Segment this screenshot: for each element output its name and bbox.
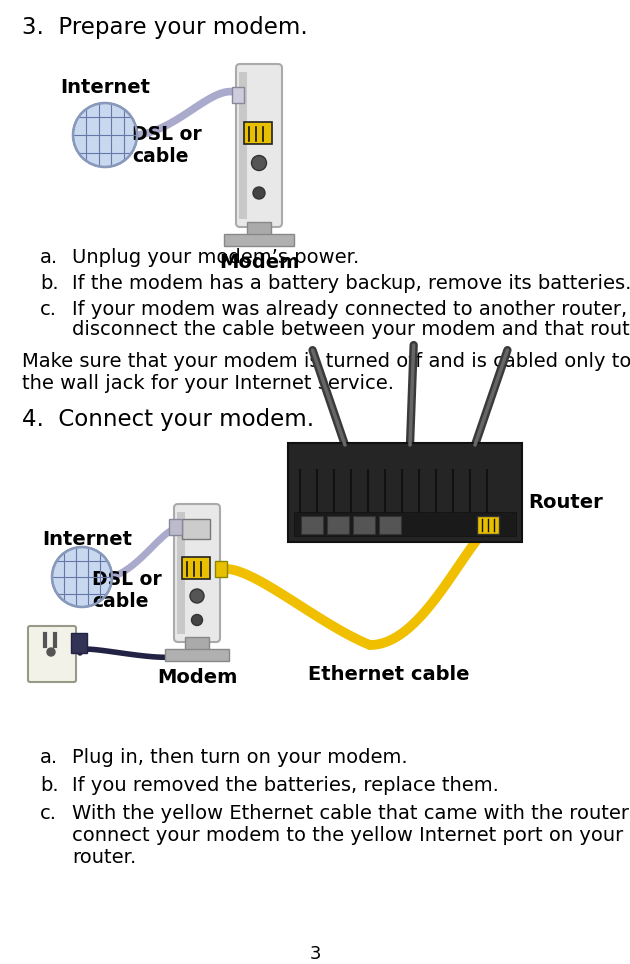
FancyBboxPatch shape [182,557,210,579]
Circle shape [190,589,204,603]
Text: 4.  Connect your modem.: 4. Connect your modem. [22,408,314,431]
FancyBboxPatch shape [224,234,294,246]
Text: a.: a. [40,748,58,767]
Circle shape [253,187,265,199]
FancyBboxPatch shape [294,512,516,536]
Text: router.: router. [72,848,136,867]
FancyBboxPatch shape [169,519,182,535]
FancyBboxPatch shape [288,443,522,542]
FancyBboxPatch shape [182,519,210,539]
Text: disconnect the cable between your modem and that router.: disconnect the cable between your modem … [72,320,630,339]
FancyBboxPatch shape [353,516,375,534]
Text: With the yellow Ethernet cable that came with the router,: With the yellow Ethernet cable that came… [72,804,630,823]
Text: c.: c. [40,804,57,823]
Text: DSL or
cable: DSL or cable [92,570,162,611]
FancyBboxPatch shape [185,637,209,652]
Text: Modem: Modem [157,668,237,687]
Text: 3: 3 [309,945,321,963]
FancyBboxPatch shape [177,512,185,634]
Text: Ethernet cable: Ethernet cable [308,665,469,684]
Text: If the modem has a battery backup, remove its batteries.: If the modem has a battery backup, remov… [72,274,630,293]
FancyBboxPatch shape [477,516,499,534]
Text: the wall jack for your Internet service.: the wall jack for your Internet service. [22,374,394,393]
FancyBboxPatch shape [71,633,87,653]
Text: Modem: Modem [219,253,299,272]
Text: DSL or
cable: DSL or cable [132,125,202,166]
Text: c.: c. [40,300,57,319]
FancyBboxPatch shape [174,504,220,642]
FancyBboxPatch shape [232,87,244,103]
Text: Plug in, then turn on your modem.: Plug in, then turn on your modem. [72,748,408,767]
FancyBboxPatch shape [28,626,76,682]
FancyBboxPatch shape [215,561,227,577]
FancyBboxPatch shape [244,122,272,144]
Text: Router: Router [528,493,603,512]
Circle shape [73,103,137,167]
Circle shape [251,155,266,171]
Text: b.: b. [40,274,59,293]
Circle shape [52,547,112,607]
FancyBboxPatch shape [236,64,282,227]
FancyBboxPatch shape [165,649,229,661]
FancyBboxPatch shape [379,516,401,534]
Circle shape [192,614,202,626]
FancyBboxPatch shape [327,516,349,534]
Text: 3.  Prepare your modem.: 3. Prepare your modem. [22,16,307,39]
Text: Internet: Internet [42,530,132,549]
FancyBboxPatch shape [301,516,323,534]
FancyBboxPatch shape [239,72,247,219]
Text: If you removed the batteries, replace them.: If you removed the batteries, replace th… [72,776,499,795]
Circle shape [47,648,55,656]
Text: Unplug your modem’s power.: Unplug your modem’s power. [72,248,359,267]
Text: If your modem was already connected to another router,: If your modem was already connected to a… [72,300,627,319]
FancyBboxPatch shape [247,222,271,238]
Text: connect your modem to the yellow Internet port on your: connect your modem to the yellow Interne… [72,826,623,845]
Text: a.: a. [40,248,58,267]
Text: Internet: Internet [60,78,150,97]
Text: b.: b. [40,776,59,795]
Text: Make sure that your modem is turned off and is cabled only to: Make sure that your modem is turned off … [22,352,630,371]
